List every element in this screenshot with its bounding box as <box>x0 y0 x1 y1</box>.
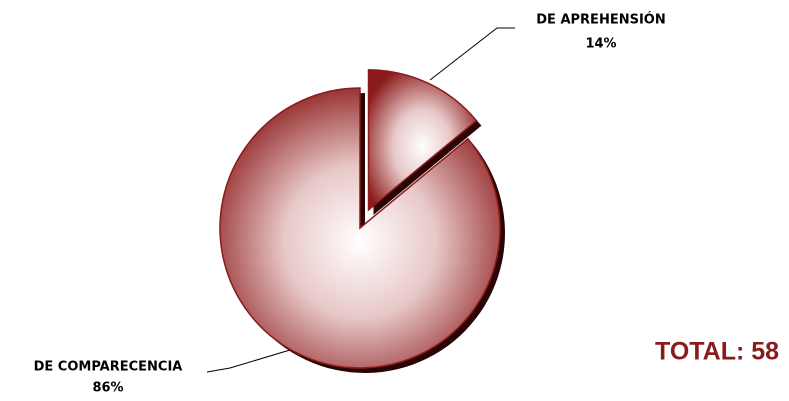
leader-line <box>206 346 301 373</box>
slice-label: DE APREHENSIÓN <box>536 12 665 28</box>
total-annotation: TOTAL: 58 <box>655 338 779 366</box>
leader-line <box>429 27 515 81</box>
slice <box>367 69 478 212</box>
slice-label: DE COMPARECENCIA <box>34 360 183 375</box>
slice-value-label: 14% <box>585 37 616 52</box>
slice <box>219 87 501 369</box>
slice-value-label: 86% <box>92 381 123 396</box>
